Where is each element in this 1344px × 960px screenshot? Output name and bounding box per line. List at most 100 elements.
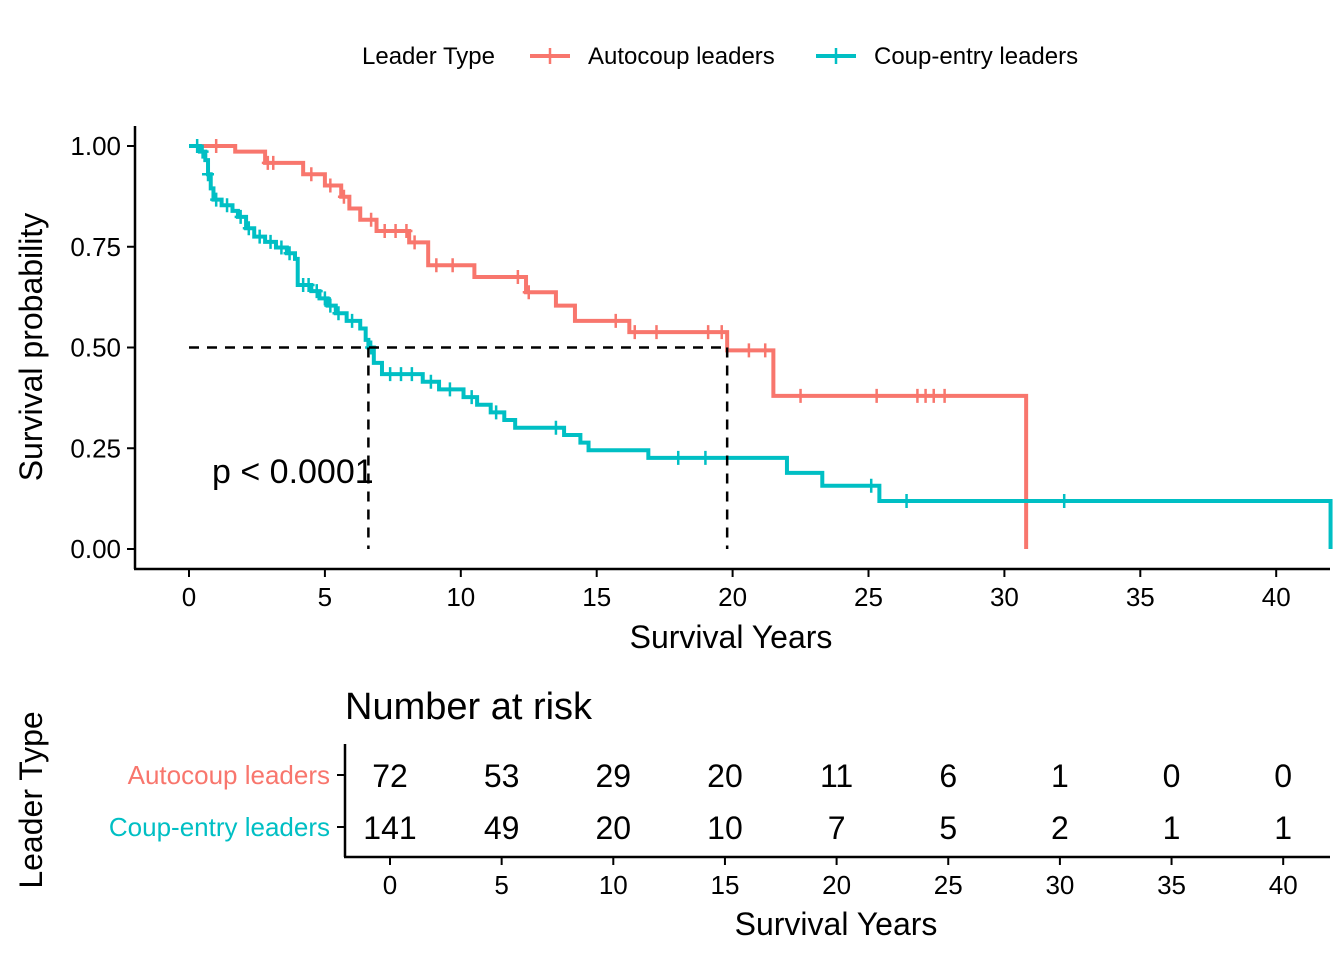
risk-cell: 0 [1274,758,1292,794]
censor-mark [650,325,663,340]
risk-row-label-coup-entry: Coup-entry leaders [109,812,330,842]
censor-mark [628,325,641,340]
censor-mark [234,209,247,224]
censor-mark [446,258,459,273]
risk-cell: 141 [363,810,416,846]
legend: Leader Type Autocoup leaders Coup-entry l… [362,43,1078,70]
survival-axes: 0 5 10 15 20 25 30 35 40 0.00 0.25 0.50 0.75 1.00 [70,126,1330,612]
x-tick-label: 0 [182,582,196,612]
censor-mark [324,178,337,193]
x-tick-label: 5 [318,582,332,612]
censor-mark [324,298,337,313]
censor-mark [759,343,772,358]
x-tick-label: 25 [854,582,883,612]
risk-x-tick-label: 0 [383,870,397,900]
censor-mark [283,246,296,261]
censor-mark [302,278,315,293]
censor-mark [242,221,255,236]
risk-cell: 20 [596,810,632,846]
censor-mark [253,229,266,244]
censor-mark [927,388,940,403]
censor-mark [715,325,728,340]
risk-x-tick-label: 10 [599,870,628,900]
y-tick-label: 1.00 [70,131,121,161]
censor-mark [699,450,712,465]
censor-mark [408,235,421,250]
risk-x-tick-label: 35 [1157,870,1186,900]
censor-mark [400,224,413,239]
censor-mark [443,382,456,397]
x-tick-label: 30 [990,582,1019,612]
censor-mark [672,450,685,465]
risk-cell: 72 [372,758,408,794]
censor-mark [742,343,755,358]
censor-mark [900,494,913,509]
x-tick-label: 20 [718,582,747,612]
risk-cell: 53 [484,758,520,794]
censor-mark [465,390,478,405]
risk-cell: 1 [1051,758,1069,794]
censor-mark [264,234,277,249]
censor-mark [938,388,951,403]
censor-mark [210,139,223,153]
legend-label-coup-entry: Coup-entry leaders [874,43,1078,70]
censor-mark [405,367,418,382]
censor-mark [609,313,622,328]
censor-mark [202,167,215,182]
censor-mark [389,224,402,239]
x-tick-label: 15 [582,582,611,612]
legend-label-autocoup: Autocoup leaders [588,43,775,70]
censor-mark [549,420,562,435]
risk-x-axis-title: Survival Years [735,906,938,942]
risk-cell: 5 [939,810,957,846]
censor-mark [794,388,807,403]
censor-mark [346,313,359,328]
y-tick-label: 0.50 [70,333,121,363]
censor-mark [865,478,878,493]
censor-mark [332,306,345,321]
censor-mark [430,258,443,273]
legend-title: Leader Type [362,43,495,70]
censor-mark [702,325,715,340]
censor-mark [337,189,350,204]
x-axis-title: Survival Years [630,619,833,655]
censor-mark [310,284,323,299]
censor-mark [221,198,234,213]
x-tick-label: 10 [446,582,475,612]
y-tick-label: 0.25 [70,433,121,463]
censor-mark [490,405,503,420]
censor-mark [378,224,391,239]
y-tick-label: 0.00 [70,534,121,564]
risk-x-tick-label: 30 [1045,870,1074,900]
risk-row-label-autocoup: Autocoup leaders [128,760,330,790]
x-tick-label: 35 [1126,582,1155,612]
risk-cell: 0 [1163,758,1181,794]
risk-cell: 10 [707,810,743,846]
censor-mark [1058,494,1071,509]
risk-x-tick-label: 15 [710,870,739,900]
risk-cell: 2 [1051,810,1069,846]
risk-cell: 49 [484,810,520,846]
censor-mark [365,212,378,227]
censor-mark [522,285,535,300]
risk-x-tick-label: 20 [822,870,851,900]
risk-cell: 11 [820,758,853,794]
risk-y-axis-title: Leader Type [13,711,49,888]
survival-curves [189,139,1333,549]
y-tick-label: 0.75 [70,232,121,262]
censor-mark [318,291,331,306]
survival-plot: 0 5 10 15 20 25 30 35 40 0.00 0.25 0.50 0.75 1.00 p <… [13,126,1333,655]
risk-cell: 1 [1163,810,1181,846]
censor-mark [305,167,318,182]
risk-cell: 7 [828,810,846,846]
risk-cell: 1 [1274,810,1292,846]
y-axis-title: Survival probability [13,213,49,482]
censor-mark [210,192,223,207]
censor-mark [870,388,883,403]
risk-cell: 20 [707,758,743,794]
risk-cell: 29 [596,758,632,794]
